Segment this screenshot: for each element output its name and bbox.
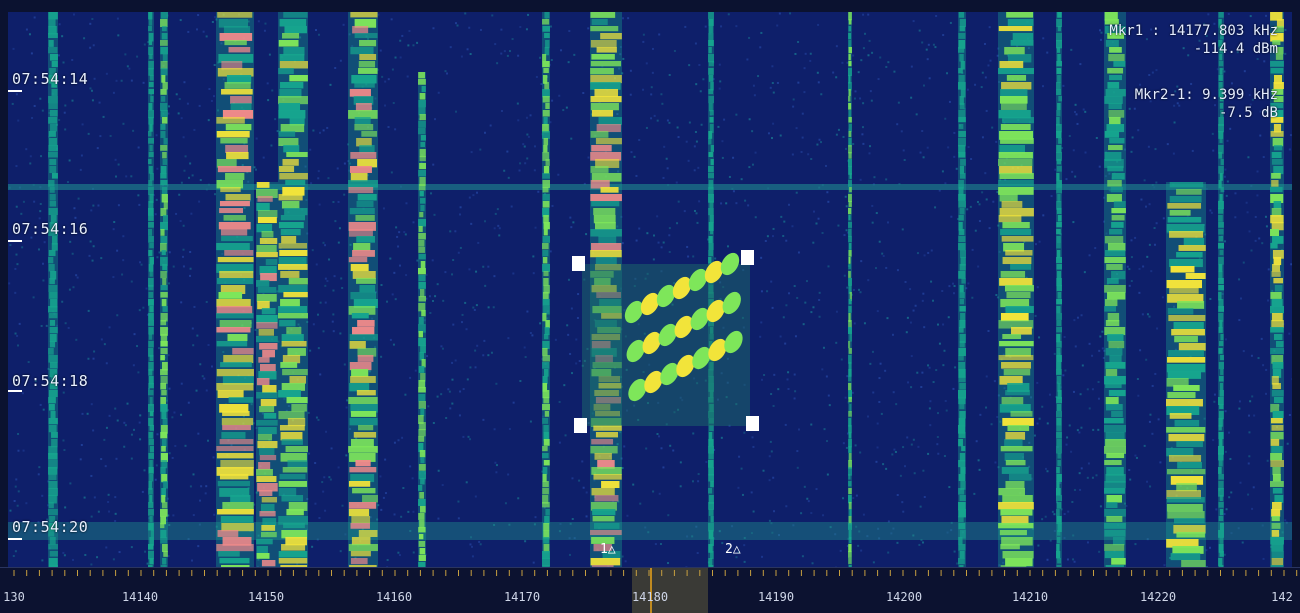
marker2-label: 2 xyxy=(725,542,733,557)
scale-label: 14220 xyxy=(1140,590,1176,604)
time-label-2: 07:54:16 xyxy=(12,220,88,238)
selection-handle-top-left[interactable] xyxy=(572,256,585,271)
scale-ticks xyxy=(0,568,1300,588)
scale-label: 14170 xyxy=(504,590,540,604)
scale-label: 14210 xyxy=(1012,590,1048,604)
selection-handle-top-right[interactable] xyxy=(741,250,754,265)
marker1-frequency: Mkr1 : 14177.803 kHz xyxy=(1109,22,1278,40)
time-tick xyxy=(8,90,22,92)
time-label-3: 07:54:18 xyxy=(12,372,88,390)
scale-label: 14200 xyxy=(886,590,922,604)
scale-label: 142 xyxy=(1271,590,1293,604)
selection-handle-bottom-left[interactable] xyxy=(574,418,587,433)
marker1-readout: Mkr1 : 14177.803 kHz -114.4 dBm xyxy=(1109,22,1278,58)
marker2-readout: Mkr2-1: 9.399 kHz -7.5 dB xyxy=(1135,86,1278,122)
time-tick xyxy=(8,240,22,242)
marker2-triangle-icon[interactable]: 2△ xyxy=(725,542,741,557)
scale-label: 130 xyxy=(3,590,25,604)
selection-handle-bottom-right[interactable] xyxy=(746,416,759,431)
time-tick xyxy=(8,390,22,392)
marker2-delta-frequency: Mkr2-1: 9.399 kHz xyxy=(1135,86,1278,104)
waterfall-display[interactable]: 07:54:14 07:54:16 07:54:18 07:54:20 Mkr1… xyxy=(8,12,1292,567)
scale-label: 14160 xyxy=(376,590,412,604)
marker1-label: 1 xyxy=(600,542,608,557)
waterfall-canvas[interactable] xyxy=(8,12,1292,567)
time-tick xyxy=(8,538,22,540)
time-label-4: 07:54:20 xyxy=(12,518,88,536)
scale-label: 14140 xyxy=(122,590,158,604)
marker1-triangle-icon[interactable]: 1△ xyxy=(600,542,616,557)
scale-label: 14180 xyxy=(632,590,668,604)
time-label-1: 07:54:14 xyxy=(12,70,88,88)
scale-label: 14150 xyxy=(248,590,284,604)
marker2-delta-level: -7.5 dB xyxy=(1135,104,1278,122)
frequency-scale[interactable]: 130 14140 14150 14160 14170 14180 14190 … xyxy=(0,567,1300,613)
scale-label: 14190 xyxy=(758,590,794,604)
marker1-level: -114.4 dBm xyxy=(1109,40,1278,58)
